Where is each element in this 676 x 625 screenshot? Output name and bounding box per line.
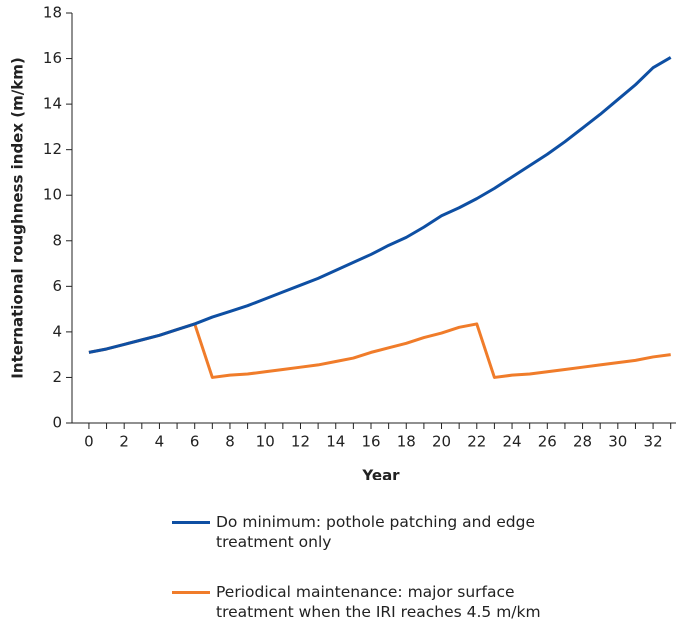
x-tick-label: 32 <box>644 433 663 451</box>
y-tick-label: 16 <box>43 49 62 67</box>
y-tick-label: 14 <box>43 95 62 113</box>
x-tick-label: 28 <box>573 433 592 451</box>
x-tick-label: 4 <box>155 433 165 451</box>
y-tick-label: 18 <box>43 4 62 22</box>
x-tick-label: 26 <box>538 433 557 451</box>
legend-item: Periodical maintenance: major surface tr… <box>172 582 596 622</box>
legend-item: Do minimum: pothole patching and edge tr… <box>172 512 596 552</box>
x-tick-label: 0 <box>84 433 94 451</box>
x-tick-label: 22 <box>467 433 486 451</box>
legend-label: Do minimum: pothole patching and edge tr… <box>216 513 536 551</box>
x-tick-label: 14 <box>326 433 345 451</box>
legend-swatch <box>172 591 210 594</box>
x-tick-label: 10 <box>256 433 275 451</box>
x-tick-label: 6 <box>190 433 200 451</box>
x-tick-label: 8 <box>225 433 235 451</box>
y-tick-label: 4 <box>52 322 62 340</box>
series-line <box>88 56 672 354</box>
x-axis-label: Year <box>361 467 400 481</box>
x-tick-label: 2 <box>119 433 129 451</box>
x-tick-label: 12 <box>291 433 310 451</box>
y-tick-label: 8 <box>52 231 62 249</box>
y-tick-label: 6 <box>52 277 62 295</box>
y-tick-label: 10 <box>43 186 62 204</box>
y-tick-label: 12 <box>43 140 62 158</box>
y-tick-label: 2 <box>52 368 62 386</box>
x-tick-label: 16 <box>361 433 380 451</box>
x-tick-label: 30 <box>608 433 627 451</box>
legend-swatch <box>172 521 210 524</box>
legend-label: Periodical maintenance: major surface tr… <box>216 583 541 621</box>
x-tick-label: 18 <box>397 433 416 451</box>
chart: International roughness index (m/km) Yea… <box>9 4 676 481</box>
y-tick-label: 0 <box>52 414 62 432</box>
y-axis-label: International roughness index (m/km) <box>9 57 27 378</box>
series-line <box>88 322 671 379</box>
x-tick-label: 24 <box>502 433 521 451</box>
x-tick-label: 20 <box>432 433 451 451</box>
